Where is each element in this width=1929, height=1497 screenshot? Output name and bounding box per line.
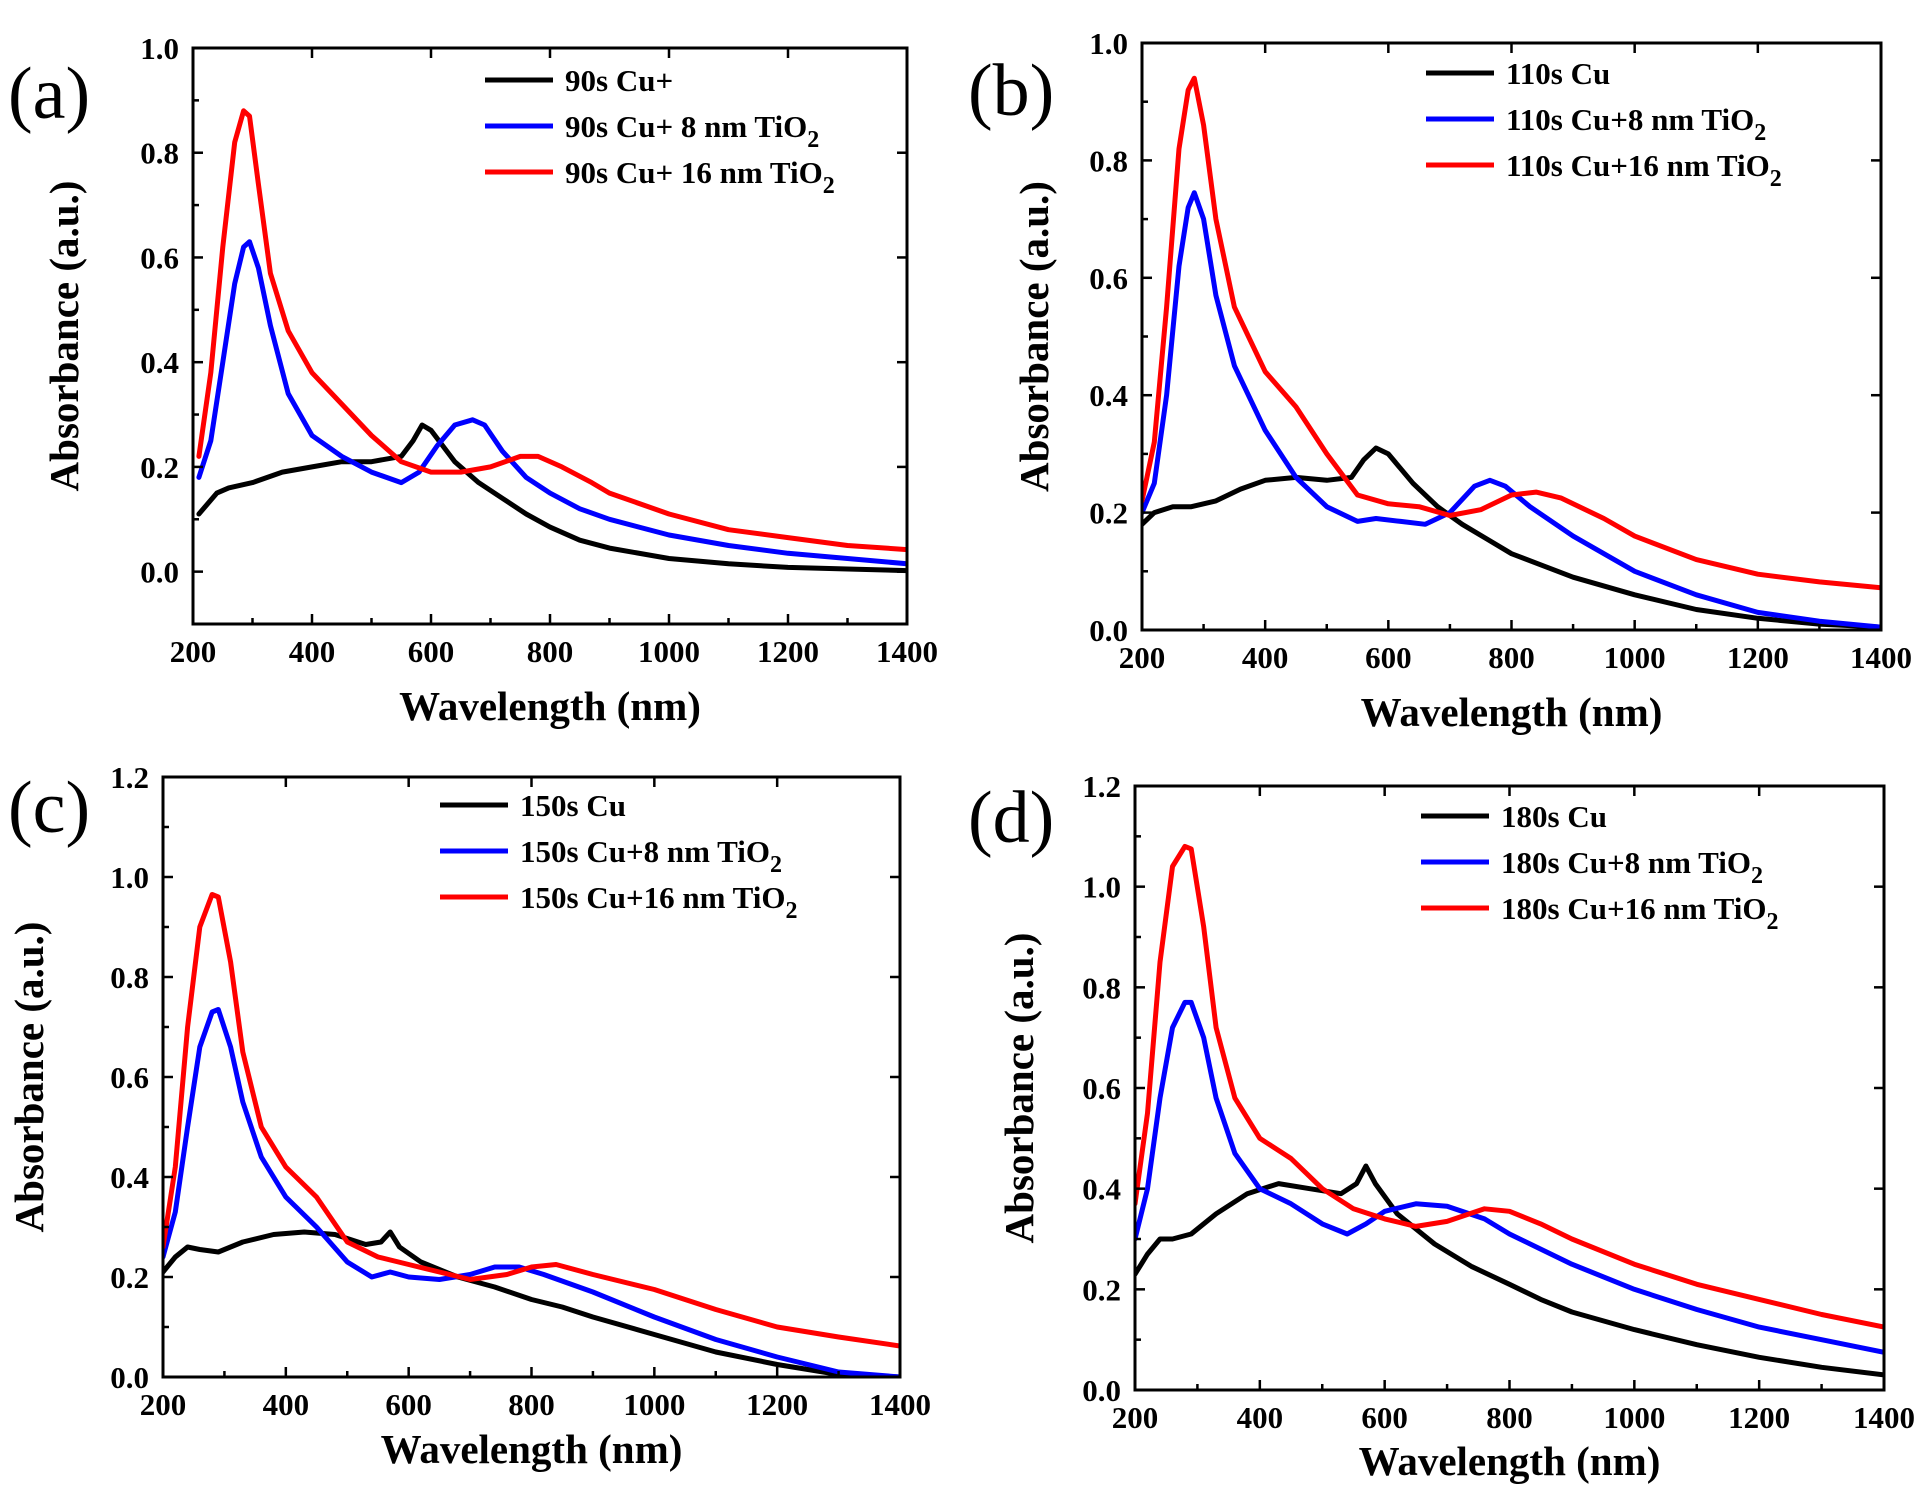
x-tick-label: 1000 bbox=[1604, 640, 1666, 675]
series-line-2 bbox=[196, 108, 907, 553]
y-tick-label: 0.4 bbox=[1082, 1172, 1121, 1207]
y-tick-label: 0.6 bbox=[1089, 261, 1128, 296]
x-axis-title: Wavelength (nm) bbox=[1361, 689, 1663, 735]
y-tick-label: 0.2 bbox=[140, 450, 179, 485]
x-tick-label: 800 bbox=[1488, 640, 1535, 675]
x-tick-label: 1400 bbox=[869, 1387, 931, 1422]
x-tick-label: 200 bbox=[1119, 640, 1166, 675]
panel-label: (b) bbox=[968, 50, 1054, 132]
x-tick-label: 1200 bbox=[746, 1387, 808, 1422]
y-axis-title: Absorbance (a.u.) bbox=[1011, 181, 1057, 492]
y-axis-title: Absorbance (a.u.) bbox=[6, 922, 52, 1233]
y-tick-label: 0.8 bbox=[1082, 970, 1121, 1005]
series-line-0 bbox=[163, 1229, 900, 1377]
x-tick-label: 400 bbox=[1242, 640, 1289, 675]
x-tick-label: 1400 bbox=[876, 634, 938, 669]
legend-label: 90s Cu+ 8 nm TiO2 bbox=[565, 109, 819, 153]
y-tick-label: 0.4 bbox=[140, 345, 179, 380]
panel-label: (d) bbox=[968, 777, 1054, 859]
y-tick-label: 0.2 bbox=[1089, 496, 1128, 531]
y-tick-label: 0.2 bbox=[110, 1260, 149, 1295]
legend-label: 180s Cu+8 nm TiO2 bbox=[1501, 845, 1763, 889]
y-tick-label: 0.8 bbox=[1089, 143, 1128, 178]
x-axis-title: Wavelength (nm) bbox=[1359, 1438, 1661, 1484]
x-tick-label: 1400 bbox=[1853, 1400, 1915, 1435]
x-tick-label: 800 bbox=[1486, 1400, 1533, 1435]
y-tick-label: 0.6 bbox=[110, 1060, 149, 1095]
y-tick-label: 1.0 bbox=[110, 860, 149, 895]
series-line-2 bbox=[1142, 75, 1881, 591]
y-tick-label: 0.4 bbox=[110, 1160, 149, 1195]
x-tick-label: 200 bbox=[140, 1387, 187, 1422]
x-tick-label: 600 bbox=[408, 634, 455, 669]
y-tick-label: 0.4 bbox=[1089, 378, 1128, 413]
y-tick-label: 0.0 bbox=[110, 1360, 149, 1395]
x-tick-label: 1000 bbox=[638, 634, 700, 669]
series-line-0 bbox=[1135, 1163, 1884, 1378]
legend-label: 150s Cu+8 nm TiO2 bbox=[520, 834, 782, 878]
x-axis-title: Wavelength (nm) bbox=[399, 683, 701, 729]
panel-label: (a) bbox=[8, 53, 90, 135]
y-tick-label: 0.0 bbox=[1089, 613, 1128, 648]
y-tick-label: 1.2 bbox=[1082, 769, 1121, 804]
series-line-1 bbox=[1142, 190, 1881, 630]
series-line-1 bbox=[1135, 999, 1884, 1355]
y-tick-label: 0.6 bbox=[140, 240, 179, 275]
y-tick-label: 0.8 bbox=[140, 136, 179, 171]
series-line-2 bbox=[163, 892, 900, 1349]
x-axis-title: Wavelength (nm) bbox=[381, 1426, 683, 1472]
x-tick-label: 200 bbox=[170, 634, 217, 669]
series-line-2 bbox=[1135, 843, 1884, 1330]
series-line-1 bbox=[163, 1007, 900, 1377]
chart-panel-3: (d) 200 400 600 800 1000 1200 1400 0.0 0.2 0.4 0.6 0… bbox=[968, 769, 1915, 1484]
y-tick-label: 1.0 bbox=[140, 31, 179, 66]
legend-label: 150s Cu+16 nm TiO2 bbox=[520, 880, 797, 924]
series-line-0 bbox=[1142, 445, 1881, 630]
y-tick-label: 0.2 bbox=[1082, 1272, 1121, 1307]
y-tick-label: 0.6 bbox=[1082, 1071, 1121, 1106]
x-tick-label: 600 bbox=[1365, 640, 1412, 675]
x-tick-label: 400 bbox=[289, 634, 336, 669]
y-tick-label: 0.0 bbox=[140, 555, 179, 590]
chart-panel-0: (a) 200 400 600 800 1000 1200 1400 0.0 0.2 0.4 0.6 0… bbox=[8, 31, 938, 729]
x-tick-label: 600 bbox=[1361, 1400, 1408, 1435]
x-tick-label: 800 bbox=[508, 1387, 555, 1422]
series-line-0 bbox=[196, 422, 907, 574]
x-tick-label: 1200 bbox=[1728, 1400, 1790, 1435]
legend-label: 180s Cu bbox=[1501, 799, 1607, 834]
x-tick-label: 600 bbox=[385, 1387, 432, 1422]
y-tick-label: 0.8 bbox=[110, 960, 149, 995]
x-tick-label: 400 bbox=[1237, 1400, 1284, 1435]
legend-label: 110s Cu bbox=[1506, 56, 1610, 91]
x-tick-label: 1200 bbox=[757, 634, 819, 669]
y-tick-label: 1.0 bbox=[1082, 870, 1121, 905]
y-axis-title: Absorbance (a.u.) bbox=[41, 181, 87, 492]
x-tick-label: 800 bbox=[527, 634, 574, 669]
x-tick-label: 400 bbox=[263, 1387, 310, 1422]
y-axis-title: Absorbance (a.u.) bbox=[996, 933, 1042, 1244]
series-line-1 bbox=[196, 239, 907, 567]
legend-label: 110s Cu+16 nm TiO2 bbox=[1506, 148, 1782, 192]
x-tick-label: 1000 bbox=[623, 1387, 685, 1422]
x-tick-label: 1400 bbox=[1850, 640, 1912, 675]
panel-label: (c) bbox=[8, 767, 90, 849]
legend-label: 110s Cu+8 nm TiO2 bbox=[1506, 102, 1766, 146]
legend-label: 150s Cu bbox=[520, 788, 626, 823]
x-tick-label: 1200 bbox=[1727, 640, 1789, 675]
legend-label: 180s Cu+16 nm TiO2 bbox=[1501, 891, 1778, 935]
legend-label: 90s Cu+ bbox=[565, 63, 673, 98]
x-tick-label: 1000 bbox=[1603, 1400, 1665, 1435]
legend-label: 90s Cu+ 16 nm TiO2 bbox=[565, 155, 835, 199]
y-tick-label: 1.2 bbox=[110, 760, 149, 795]
y-tick-label: 0.0 bbox=[1082, 1373, 1121, 1408]
y-tick-label: 1.0 bbox=[1089, 26, 1128, 61]
chart-panel-1: (b) 200 400 600 800 1000 1200 1400 0.0 0.2 0.4 0.6 0… bbox=[968, 26, 1912, 735]
chart-panel-2: (c) 200 400 600 800 1000 1200 1400 0.0 0.2 0.4 0.6 0… bbox=[6, 760, 931, 1472]
x-tick-label: 200 bbox=[1112, 1400, 1159, 1435]
